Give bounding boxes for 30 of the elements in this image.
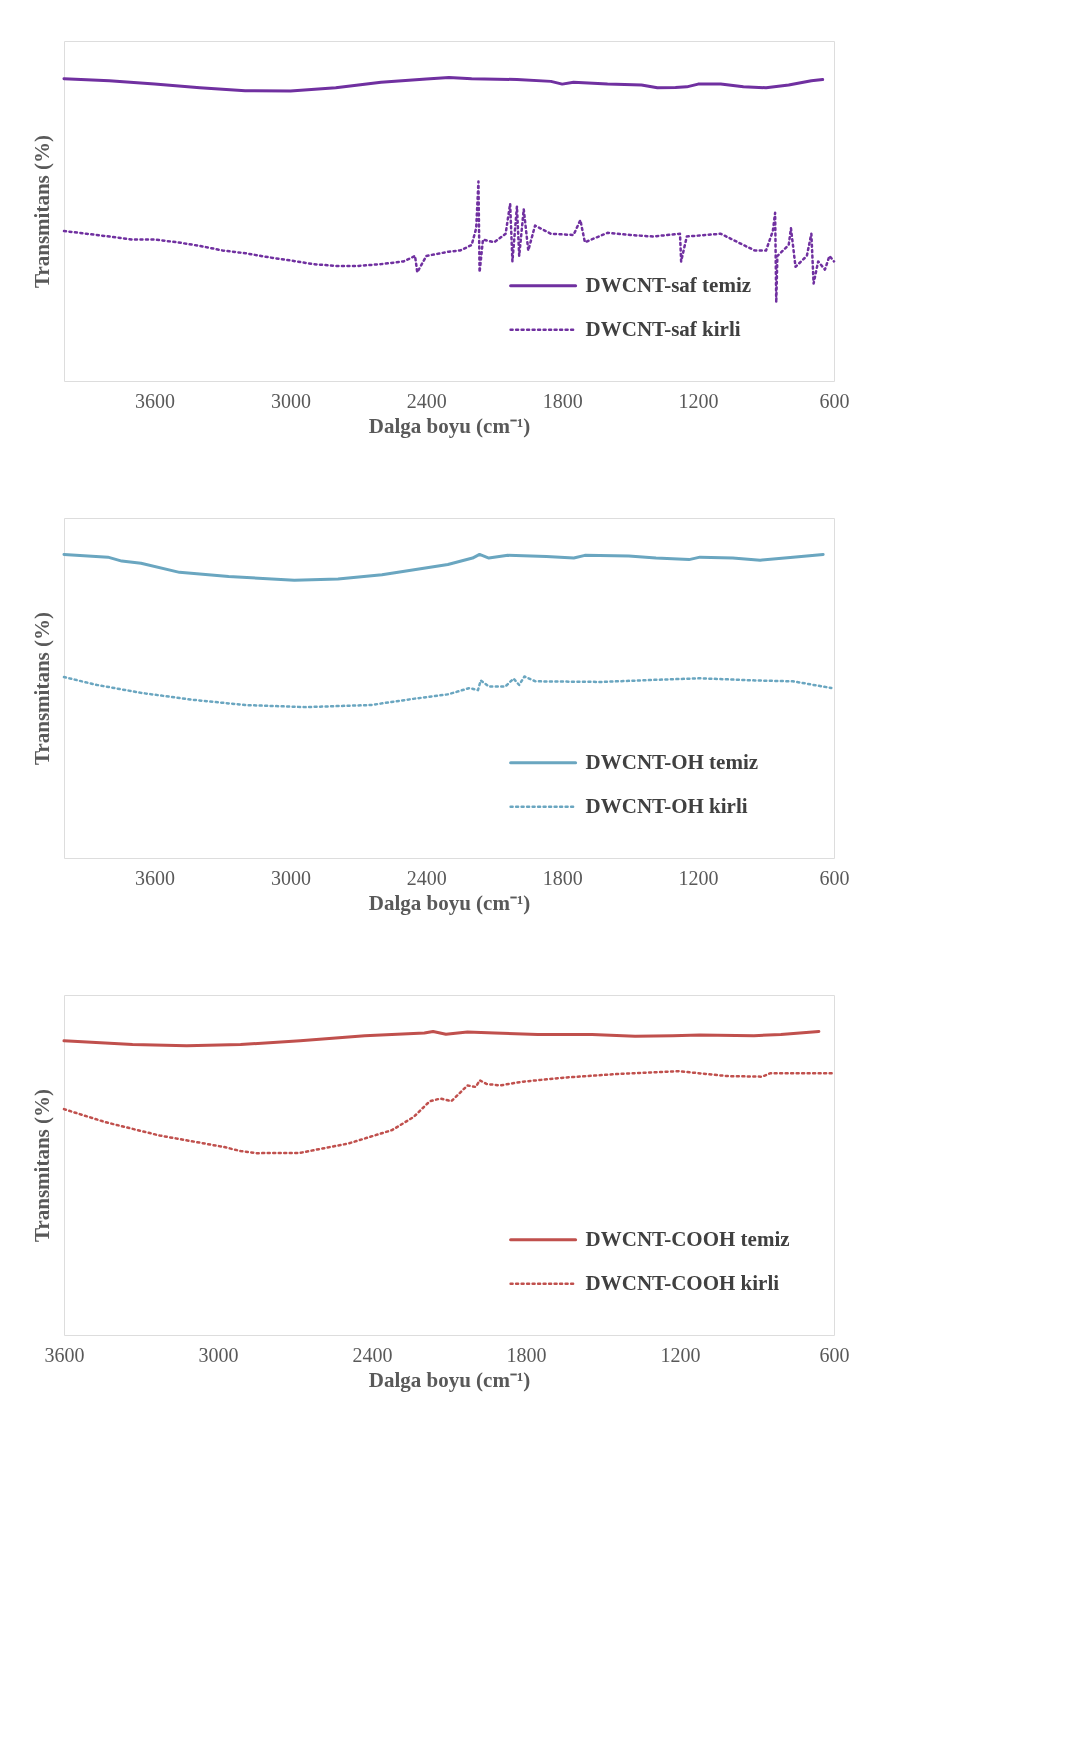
x-tick-label: 1800 [506, 1343, 547, 1366]
x-tick-label: 3000 [198, 1343, 239, 1366]
y-axis-title: Transmitans (%) [29, 134, 54, 289]
x-tick-label: 600 [819, 866, 850, 889]
x-tick-label: 600 [819, 389, 850, 412]
x-axis-title: Dalga boyu (cm⁻¹) [368, 890, 531, 915]
x-tick-label: 2400 [406, 389, 447, 412]
x-tick-label: 2400 [352, 1343, 393, 1366]
y-axis-title: Transmitans (%) [29, 1088, 54, 1243]
x-tick-label: 1800 [542, 866, 583, 889]
x-tick-label: 1800 [542, 389, 583, 412]
x-axis-title: Dalga boyu (cm⁻¹) [368, 1367, 531, 1392]
x-tick-label: 1200 [660, 1343, 701, 1366]
legend-label: DWCNT-saf temiz [585, 272, 752, 297]
legend-label: DWCNT-OH temiz [585, 749, 759, 774]
x-tick-label: 3600 [135, 389, 176, 412]
x-tick-label: 1200 [678, 866, 719, 889]
legend-label: DWCNT-COOH temiz [585, 1226, 790, 1251]
y-axis-title: Transmitans (%) [29, 611, 54, 766]
legend-label: DWCNT-COOH kirli [585, 1270, 780, 1295]
x-tick-label: 600 [819, 1343, 850, 1366]
x-axis-title: Dalga boyu (cm⁻¹) [368, 413, 531, 438]
x-tick-label: 3600 [44, 1343, 85, 1366]
x-tick-label: 3000 [270, 866, 311, 889]
legend-label: DWCNT-OH kirli [585, 793, 748, 818]
x-tick-label: 3600 [135, 866, 176, 889]
x-tick-label: 3000 [270, 389, 311, 412]
x-tick-label: 1200 [678, 389, 719, 412]
legend-label: DWCNT-saf kirli [585, 316, 741, 341]
x-tick-label: 2400 [406, 866, 447, 889]
